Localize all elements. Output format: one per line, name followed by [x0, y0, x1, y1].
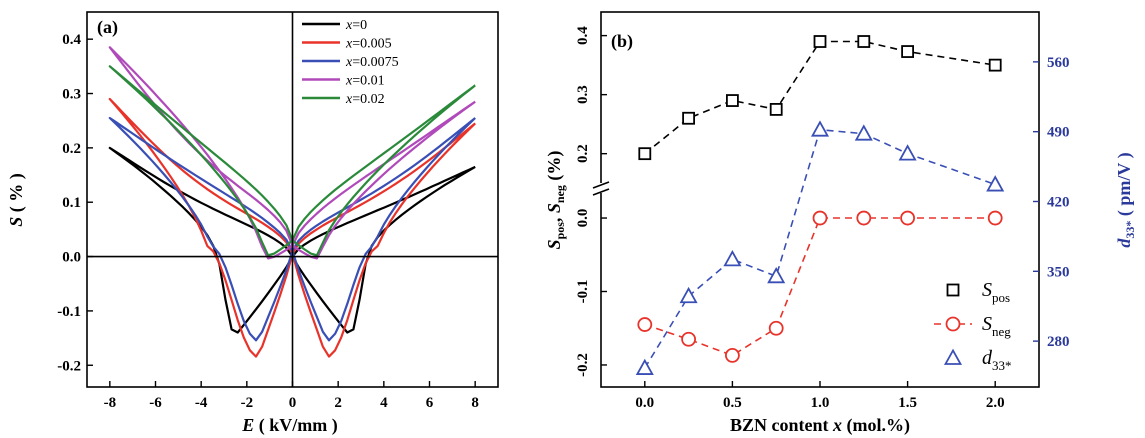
- panel-b-series-line-1: [644, 217, 996, 357]
- panel-a-y-axis-label: S ( % ): [6, 173, 27, 227]
- panel-a-legend-label: x=0.01: [345, 74, 385, 89]
- panel-b-left-y-tick-label: -0.2: [575, 353, 591, 377]
- panel-b-data-point: [637, 317, 653, 332]
- panel-b-data-point: [857, 35, 871, 48]
- panel-b-x-axis-label: BZN content x (mol.%): [730, 415, 910, 436]
- panel-b-x-tick-label: 2.0: [986, 395, 1005, 411]
- panel-b-data-point: [635, 358, 654, 375]
- panel-a-x-tick-label: -2: [241, 395, 254, 411]
- panel-b-left-y-axis-label: Spos, Sneg (%): [544, 151, 567, 250]
- panel-b-data-point: [854, 124, 873, 141]
- panel-a-y-tick-label: -0.1: [57, 304, 81, 320]
- panel-a-x-tick-label: -4: [195, 395, 208, 411]
- panel-b-right-y-tick-label: 490: [1047, 125, 1070, 141]
- panel-a-y-tick-label: 0.3: [62, 87, 81, 103]
- panel-b-x-tick-label: 0.5: [723, 395, 742, 411]
- panel-b-left-y-tick-label: 0.4: [575, 26, 591, 45]
- panel-b-x-tick-label: 1.0: [811, 395, 830, 411]
- panel-b-series: [635, 35, 1005, 375]
- panel-b-left-y-tick-label: 0.0: [575, 209, 591, 228]
- panel-b-data-point: [725, 348, 740, 363]
- panel-b-legend-label: Sneg: [982, 313, 1011, 339]
- panel-b-legend: Spos Sneg d33*: [934, 279, 1012, 373]
- panel-b-axis-break: [592, 181, 610, 196]
- panel-b-break-mark: [592, 188, 610, 196]
- panel-b-data-point: [769, 103, 783, 116]
- panel-a-legend-label: x=0.0075: [345, 55, 399, 70]
- panel-b-data-point: [681, 331, 696, 347]
- panel-a-x-tick-label: 8: [471, 395, 479, 411]
- panel-a-series-line-3: [108, 46, 476, 260]
- panel-a-x-tick-label: 6: [426, 395, 434, 411]
- panel-b-x-tick-label: 0.0: [635, 395, 654, 411]
- panel-a-y-tick-label: -0.2: [57, 358, 81, 374]
- panel-b-data-point: [638, 147, 652, 161]
- panel-a-curves: [108, 46, 476, 358]
- panel-a-x-tick-label: -6: [149, 395, 162, 411]
- panel-b-data-point: [901, 45, 914, 58]
- panel-b-data-point: [898, 144, 917, 161]
- panel-a-x-tick-label: 4: [380, 395, 388, 411]
- panel-b-data-point: [986, 175, 1005, 192]
- panel-a-label: (a): [97, 17, 118, 38]
- panel-b-data-point: [723, 249, 742, 267]
- panel-b-data-point: [679, 286, 698, 304]
- panel-b-data-point: [768, 320, 784, 336]
- panel-b-left-y-tick-label: 0.3: [575, 85, 591, 104]
- panel-b-data-point: [812, 210, 828, 226]
- panel-b-left-y-tick-label: -0.1: [575, 280, 591, 304]
- panel-a-x-tick-label: 0: [289, 395, 297, 411]
- panel-b-right-y-tick-label: 420: [1047, 194, 1070, 210]
- panel-a-series-line-4: [108, 65, 476, 257]
- panel-b-right-y-tick-label: 350: [1047, 264, 1070, 280]
- panel-a-series-line-1: [108, 97, 476, 358]
- panel-b-data-point: [813, 35, 827, 48]
- panel-b-x-tick-label: 1.5: [898, 395, 917, 411]
- panel-b-break-gap: [593, 183, 609, 193]
- panel-b-series-line-0: [644, 40, 996, 155]
- panel-b-data-point: [726, 94, 739, 107]
- panel-b-data-point: [856, 210, 872, 226]
- panel-b-series-line-2: [644, 128, 996, 369]
- panel-b-legend-marker: [946, 283, 960, 297]
- panel-a-chart: -8 -6 -4 -2 0 2 4 6 8 -0.2 -0.1 0.0 0.1 0.2 0.3 0.4 (a)…: [6, 11, 499, 436]
- panel-a-legend-label: x=0: [345, 18, 367, 33]
- panel-b-legend-label: Spos: [982, 279, 1010, 305]
- panel-b-right-y-tick-label: 560: [1047, 55, 1070, 71]
- panel-a-y-tick-label: 0.0: [62, 250, 81, 266]
- panel-a-legend-label: x=0.02: [345, 92, 385, 107]
- panel-b-data-point: [988, 58, 1002, 72]
- panel-b-legend-marker: [945, 316, 961, 332]
- panel-b-chart: 0.0 0.5 1.0 1.5 2.0 0.2 0.3 0.4 -0.2 -0.1 0.0 280 35…: [544, 11, 1137, 436]
- panel-b-ticks: 0.0 0.5 1.0 1.5 2.0 0.2 0.3 0.4 -0.2 -0.1 0.0 280 35…: [575, 26, 1070, 411]
- panel-b-right-y-tick-label: 280: [1047, 334, 1070, 350]
- panel-b-right-y-axis-label: d33* ( pm/V ): [1114, 152, 1137, 247]
- panel-a-x-axis-label: E ( kV/mm ): [241, 415, 338, 436]
- panel-b-label: (b): [611, 31, 633, 52]
- panel-b-left-y-tick-label: 0.2: [575, 144, 591, 163]
- panel-a-ticks: -8 -6 -4 -2 0 2 4 6 8 -0.2 -0.1 0.0 0.1 0.2 0.3 0.4: [57, 12, 498, 411]
- panel-a-x-tick-label: -8: [104, 395, 117, 411]
- panel-b-break-mark: [592, 181, 610, 189]
- panel-a-legend-label: x=0.005: [345, 37, 392, 52]
- panel-b-data-point: [767, 266, 786, 284]
- panel-b-data-point: [900, 210, 915, 226]
- panel-a-y-tick-label: 0.1: [62, 195, 81, 211]
- panel-a-y-tick-label: 0.2: [62, 141, 81, 157]
- panel-b-data-point: [682, 111, 695, 125]
- panel-b-plot-frame: [600, 11, 1040, 388]
- panel-b-legend-label: d33*: [982, 347, 1012, 373]
- panel-b-data-point: [987, 210, 1003, 226]
- panel-a-y-tick-label: 0.4: [62, 32, 81, 48]
- panel-b-data-point: [810, 120, 830, 137]
- panel-a-legend: x=0 x=0.005 x=0.0075 x=0.01 x=0.02: [302, 18, 399, 107]
- panel-a-x-tick-label: 2: [334, 395, 342, 411]
- panel-a-series-line-0: [108, 146, 476, 334]
- panel-b-legend-marker: [943, 348, 963, 365]
